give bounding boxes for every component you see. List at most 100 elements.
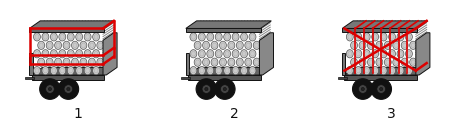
Circle shape [202,85,211,93]
Ellipse shape [397,33,404,41]
Circle shape [220,85,229,93]
Bar [47,88,72,91]
Bar [29,28,104,32]
Polygon shape [342,21,428,28]
Ellipse shape [207,67,214,75]
Ellipse shape [59,33,66,41]
Ellipse shape [228,58,235,66]
Polygon shape [259,33,273,75]
Ellipse shape [367,41,374,49]
Ellipse shape [245,58,252,66]
Ellipse shape [346,67,353,75]
Ellipse shape [38,41,45,49]
Ellipse shape [88,41,95,49]
Ellipse shape [249,67,256,75]
Ellipse shape [346,50,353,58]
Ellipse shape [376,58,383,66]
Ellipse shape [67,33,74,41]
Ellipse shape [63,41,70,49]
Ellipse shape [207,33,214,41]
Ellipse shape [237,41,243,49]
Ellipse shape [389,33,395,41]
Ellipse shape [211,41,218,49]
Ellipse shape [389,67,395,75]
Ellipse shape [355,50,362,58]
Polygon shape [32,75,104,80]
Circle shape [46,85,55,93]
Ellipse shape [241,33,247,41]
Ellipse shape [401,41,408,49]
Ellipse shape [351,58,357,66]
Ellipse shape [190,33,197,41]
Circle shape [380,87,383,91]
Bar [25,77,34,79]
Ellipse shape [76,33,82,41]
Text: 1: 1 [74,107,82,121]
Ellipse shape [232,50,239,58]
Ellipse shape [384,58,391,66]
Circle shape [377,85,385,93]
Ellipse shape [50,67,57,75]
Ellipse shape [393,41,400,49]
Ellipse shape [67,50,74,58]
Ellipse shape [389,50,395,58]
Ellipse shape [34,33,40,41]
Ellipse shape [367,58,374,66]
Circle shape [215,79,235,99]
Circle shape [67,87,70,91]
Bar [186,53,189,75]
Ellipse shape [232,33,239,41]
Ellipse shape [253,58,260,66]
Ellipse shape [55,41,62,49]
Ellipse shape [199,67,205,75]
Bar [203,88,228,91]
Ellipse shape [38,58,45,66]
Ellipse shape [202,58,210,66]
Ellipse shape [84,67,91,75]
Circle shape [358,85,367,93]
Ellipse shape [34,50,40,58]
Ellipse shape [50,50,57,58]
Ellipse shape [76,67,82,75]
Bar [186,28,261,32]
Circle shape [58,79,79,99]
Ellipse shape [219,58,227,66]
Ellipse shape [249,33,256,41]
Ellipse shape [237,58,243,66]
Bar [342,28,417,32]
Ellipse shape [241,67,247,75]
Ellipse shape [92,67,100,75]
Ellipse shape [359,41,366,49]
Text: 2: 2 [230,107,239,121]
Ellipse shape [215,50,222,58]
Ellipse shape [224,50,231,58]
Ellipse shape [88,58,95,66]
Ellipse shape [405,33,412,41]
Ellipse shape [215,67,222,75]
Ellipse shape [351,41,357,49]
Ellipse shape [355,67,362,75]
Ellipse shape [224,67,231,75]
Ellipse shape [67,67,74,75]
Circle shape [223,87,227,91]
Circle shape [353,79,373,99]
Ellipse shape [207,50,214,58]
Ellipse shape [190,50,197,58]
Ellipse shape [211,58,218,66]
Ellipse shape [245,41,252,49]
Ellipse shape [249,50,256,58]
Polygon shape [188,75,261,80]
Ellipse shape [80,41,87,49]
Ellipse shape [241,50,247,58]
Ellipse shape [42,50,49,58]
Ellipse shape [376,41,383,49]
Bar [342,53,346,75]
Ellipse shape [72,41,78,49]
Ellipse shape [50,33,57,41]
Bar [182,77,190,79]
Polygon shape [29,21,115,28]
Circle shape [64,85,73,93]
Ellipse shape [410,58,417,66]
Bar [360,88,384,91]
Polygon shape [416,33,430,75]
